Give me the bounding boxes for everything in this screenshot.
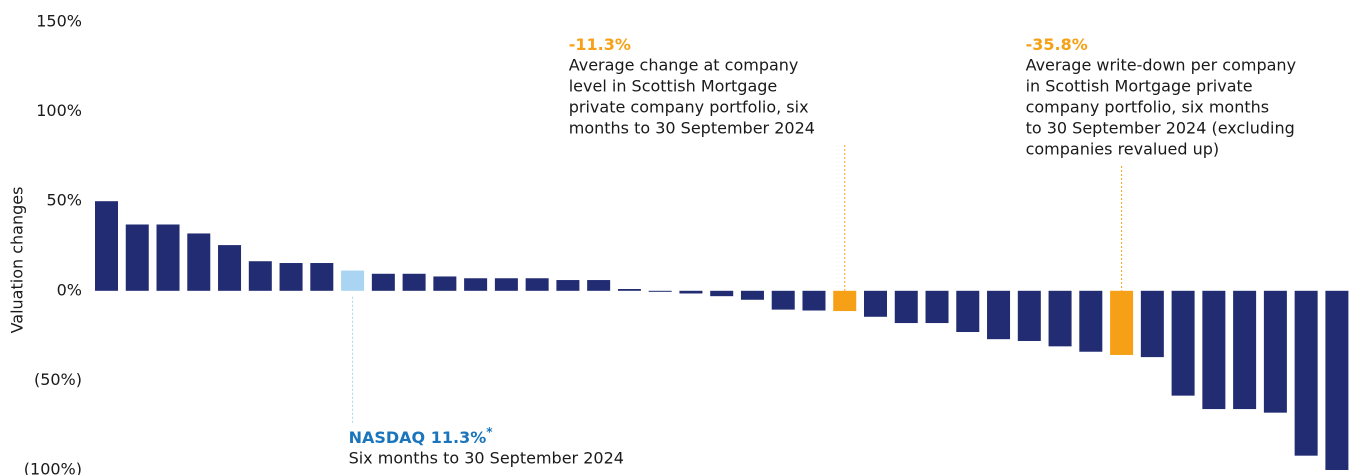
bar (525, 278, 549, 291)
callout-text: months to 30 September 2024 (569, 119, 815, 138)
bar (341, 270, 365, 291)
value-label: -11.3% (569, 35, 631, 54)
bar (1263, 290, 1287, 413)
value-label: -35.8% (1026, 35, 1088, 54)
bar (1202, 290, 1226, 410)
callout-label: -11.3% (569, 35, 631, 54)
callout-label: NASDAQ 11.3%* (349, 425, 494, 447)
bar (156, 224, 180, 291)
bar (1294, 290, 1318, 456)
bar (464, 278, 488, 291)
callout-label: -35.8% (1026, 35, 1088, 54)
callout-text: to 30 September 2024 (excluding (1026, 119, 1295, 138)
bar (894, 290, 918, 324)
bar (710, 290, 734, 297)
footnote-mark: * (486, 425, 493, 439)
bar (587, 280, 611, 291)
bar (125, 224, 149, 291)
bar (956, 290, 980, 333)
bar (1171, 290, 1195, 396)
y-tick-label: 150% (36, 12, 82, 31)
bar (987, 290, 1011, 340)
bar (556, 280, 580, 291)
bar (1325, 290, 1349, 470)
y-tick-label: (50%) (34, 370, 82, 389)
callout-text: Six months to 30 September 2024 (349, 449, 624, 468)
bar (95, 201, 118, 291)
bar (648, 290, 672, 292)
bar (1140, 290, 1164, 358)
y-tick-label: (100%) (24, 460, 82, 475)
value-label: 11.3% (431, 428, 487, 447)
y-tick-label: 100% (36, 101, 82, 120)
bar (802, 290, 826, 311)
bar (1233, 290, 1257, 410)
callout-prefix: NASDAQ (349, 428, 426, 447)
bar (864, 290, 887, 317)
bar (1017, 290, 1041, 341)
bar (310, 263, 334, 291)
bar (279, 263, 303, 291)
bar (771, 290, 795, 310)
callout-text: company portfolio, six months (1026, 98, 1270, 117)
y-tick-label: 50% (46, 191, 82, 210)
bar (1110, 290, 1134, 355)
bar (679, 290, 703, 294)
callout-text: in Scottish Mortgage private (1026, 77, 1253, 96)
bar (494, 278, 518, 291)
callout-text: Average write-down per company (1026, 56, 1296, 75)
y-tick-label: 0% (57, 280, 82, 299)
bar (1048, 290, 1072, 347)
bar (218, 245, 242, 291)
bar (433, 276, 457, 291)
bar (617, 289, 641, 291)
callout-text: level in Scottish Mortgage (569, 77, 778, 96)
callout-text: companies revalued up) (1026, 140, 1220, 159)
bar (833, 290, 857, 312)
callout-text: private company portfolio, six (569, 98, 809, 117)
bar (248, 261, 272, 291)
callout-text: Average change at company (569, 56, 799, 75)
bar (740, 290, 764, 300)
bar (371, 273, 395, 291)
bar (187, 233, 211, 291)
bar (925, 290, 949, 324)
y-axis-title: Valuation changes (8, 187, 27, 334)
bar (402, 273, 426, 291)
bar (1079, 290, 1103, 352)
